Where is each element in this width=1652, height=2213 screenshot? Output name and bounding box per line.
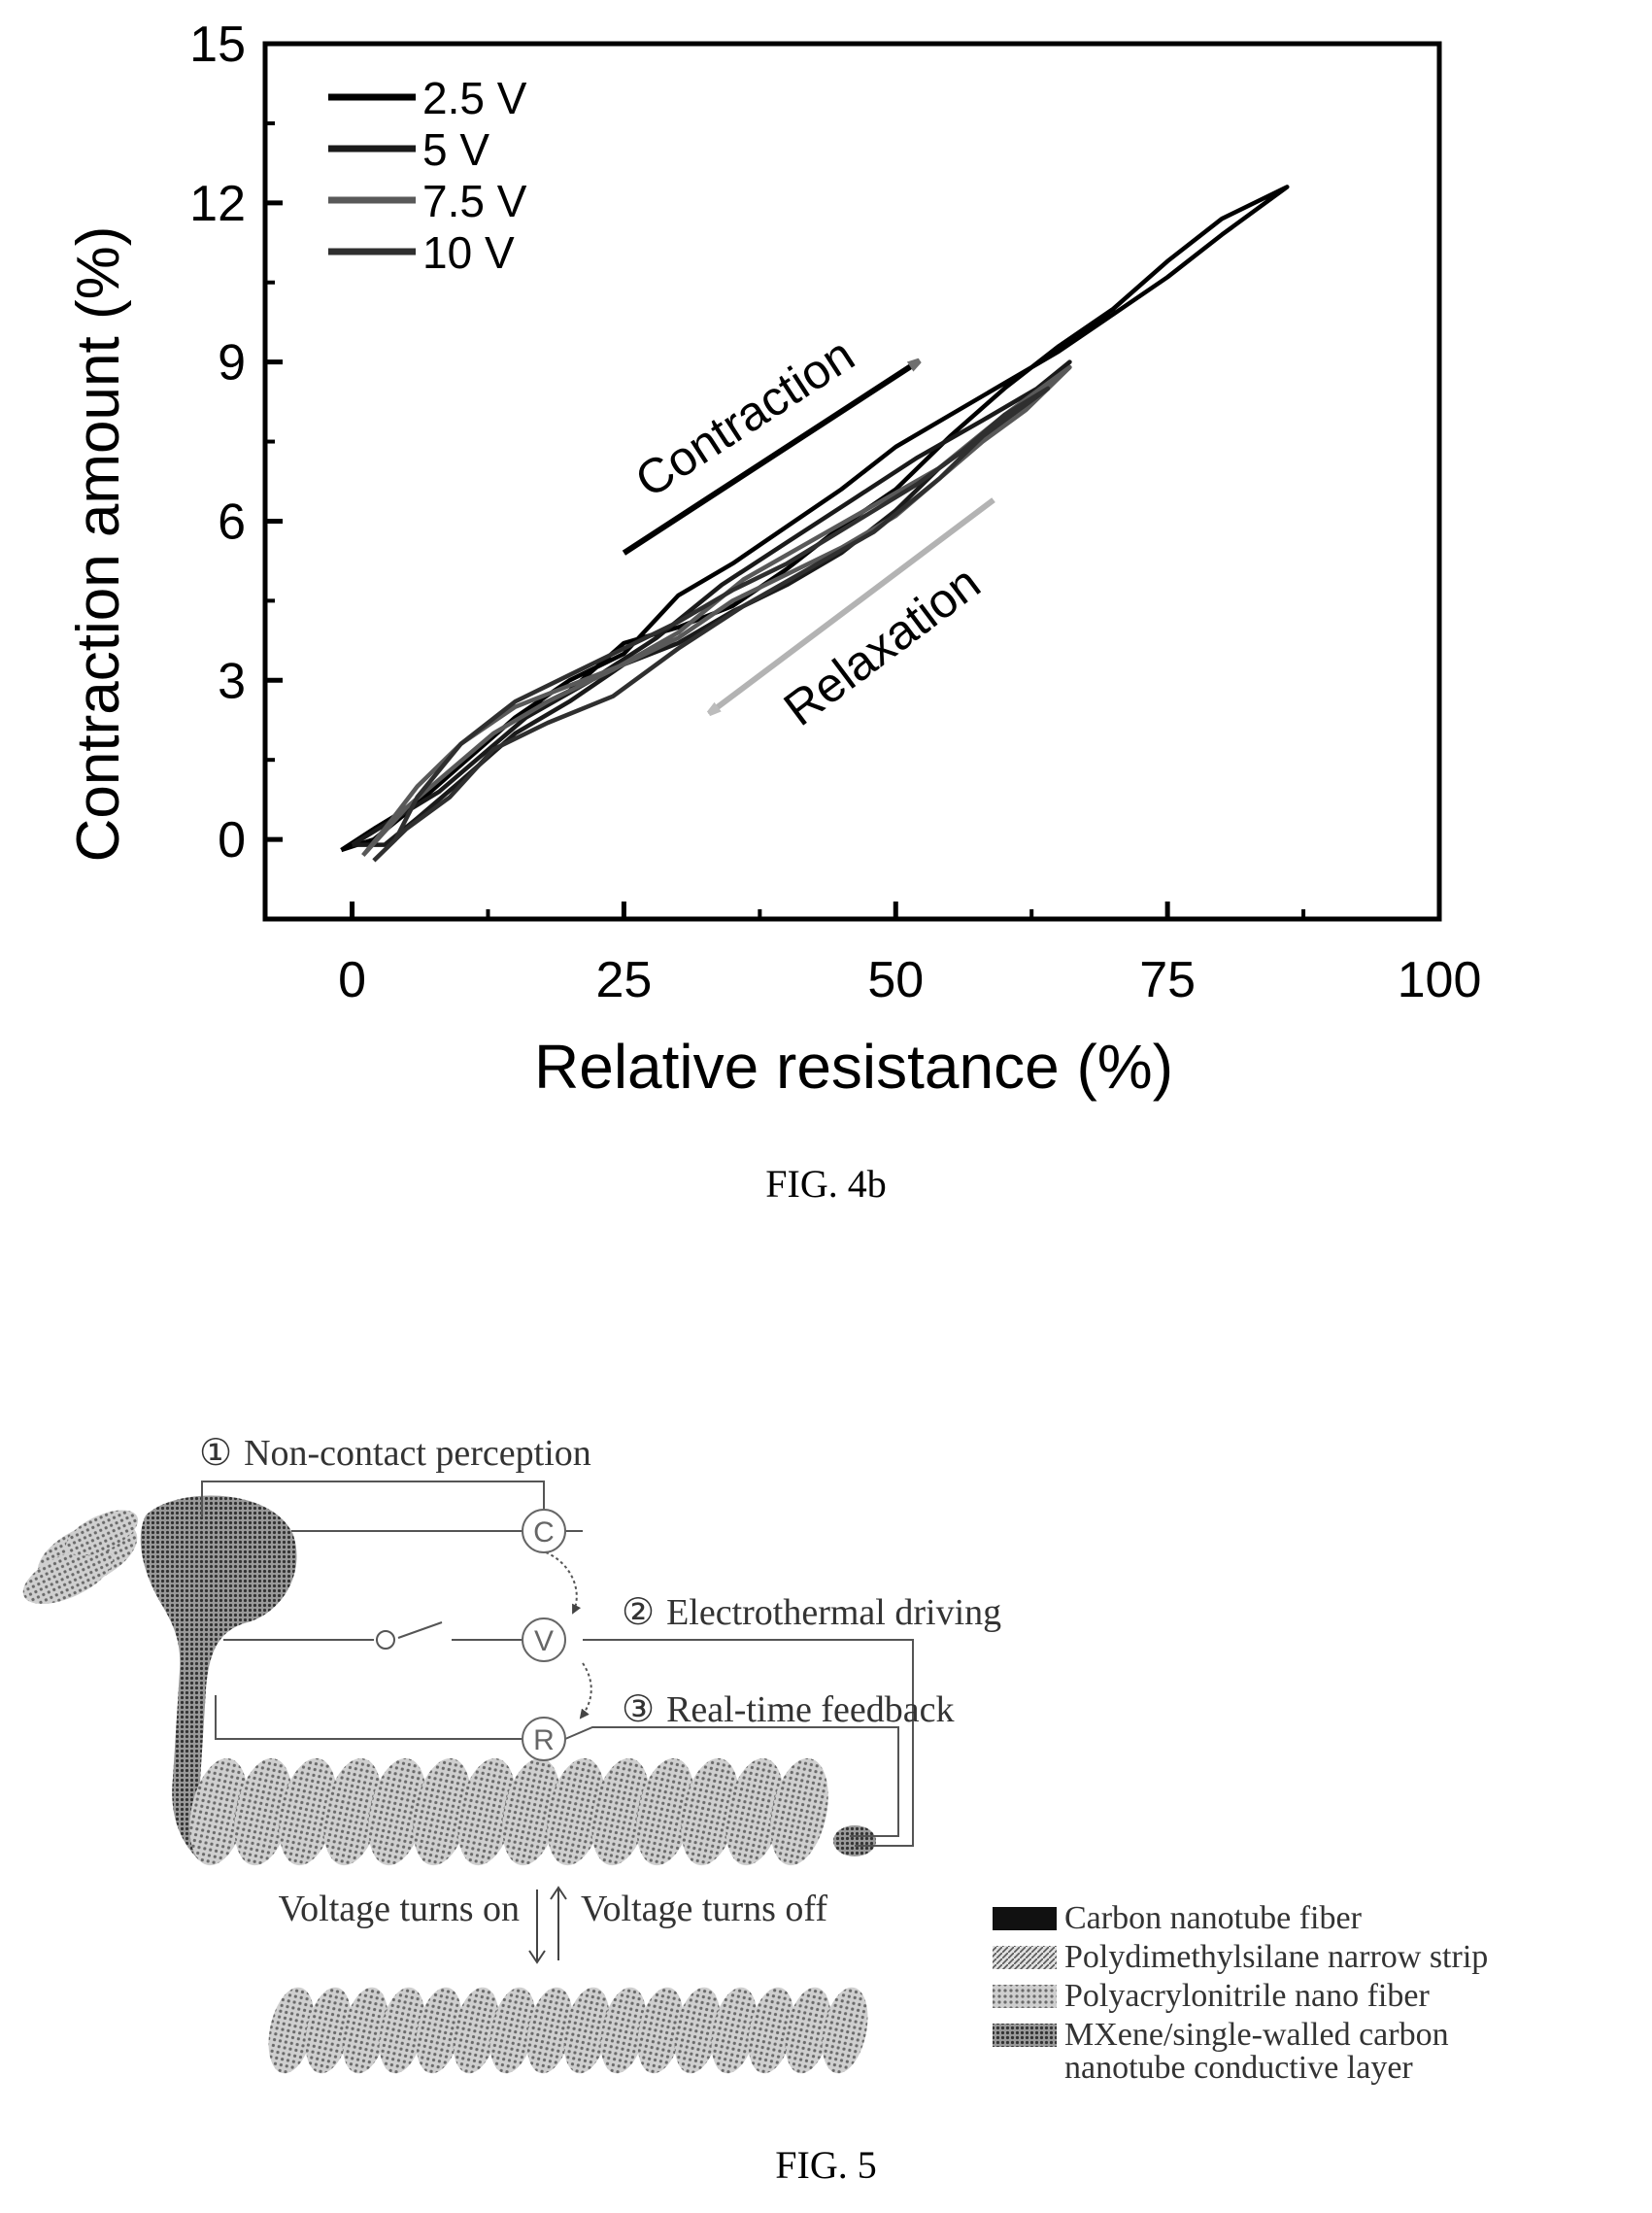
series-line-2 — [361, 364, 1072, 858]
legend-label: Carbon nanotube fiber — [1064, 1900, 1363, 1936]
annotation-arrow — [711, 497, 995, 712]
legend-label: Polydimethylsilane narrow strip — [1064, 1939, 1488, 1975]
figure-5-caption: FIG. 5 — [775, 2143, 877, 2187]
voltage-on-label: Voltage turns on — [279, 1889, 520, 1929]
x-tick-label: 50 — [867, 952, 924, 1008]
legend-label: 10 V — [422, 227, 515, 278]
hand-icon — [22, 1510, 139, 1605]
legend-swatch — [993, 1946, 1057, 1969]
y-tick-label: 6 — [218, 494, 246, 550]
coiled-fiber-relaxed — [268, 1987, 868, 2074]
up-down-arrows-icon — [528, 1886, 567, 1964]
legend-label: 5 V — [422, 124, 489, 175]
series-line-0 — [340, 185, 1290, 853]
y-tick-label: 9 — [218, 335, 246, 392]
voltage-source: V — [522, 1617, 566, 1662]
y-tick-label: 0 — [218, 812, 246, 868]
legend-label: MXene/single-walled carbon — [1064, 2017, 1449, 2053]
x-tick-label: 0 — [338, 952, 366, 1008]
switch-node-icon[interactable] — [376, 1630, 395, 1650]
step-2-label: ② Electrothermal driving — [622, 1592, 1001, 1633]
step-1-label: ① Non-contact perception — [199, 1433, 591, 1474]
step-3-label: ③ Real-time feedback — [622, 1689, 955, 1730]
y-tick-label: 12 — [189, 176, 246, 232]
y-tick-label: 3 — [218, 653, 246, 709]
legend-label-continued: nanotube conductive layer — [1064, 2050, 1413, 2086]
plot-frame — [262, 41, 1442, 922]
coiled-fiber-contracted — [189, 1757, 876, 1866]
resistance-meter: R — [522, 1717, 566, 1761]
sensor-fiber — [140, 1495, 297, 1860]
circuit-wires — [201, 1481, 914, 1847]
capacitance-meter: C — [522, 1509, 566, 1553]
x-axis-label: Relative resistance (%) — [534, 1032, 1173, 1102]
svg-text:R: R — [533, 1724, 555, 1756]
legend-label: 2.5 V — [422, 73, 527, 123]
y-tick-label: 15 — [189, 17, 246, 73]
x-tick-label: 75 — [1139, 952, 1196, 1008]
voltage-off-label: Voltage turns off — [581, 1889, 827, 1929]
svg-text:V: V — [534, 1625, 554, 1657]
legend-label: Polyacrylonitrile nano fiber — [1064, 1978, 1430, 2014]
svg-text:C: C — [533, 1516, 555, 1549]
legend-swatch — [993, 1907, 1057, 1930]
material-legend: Carbon nanotube fiberPolydimethylsilane … — [993, 1900, 1488, 2086]
figure-4b-caption: FIG. 4b — [765, 1162, 887, 1206]
x-tick-label: 100 — [1398, 952, 1482, 1008]
actuator-schematic: C V R ① Non-contact perception ② Electroth… — [22, 1433, 1488, 2086]
legend-swatch — [993, 2024, 1057, 2047]
x-tick-label: 25 — [595, 952, 652, 1008]
y-axis-label: Contraction amount (%) — [65, 226, 132, 863]
annotation-arrow — [622, 362, 917, 556]
legend-label: 7.5 V — [422, 176, 527, 226]
series-line-3 — [372, 386, 1051, 863]
legend-swatch — [993, 1985, 1057, 2008]
